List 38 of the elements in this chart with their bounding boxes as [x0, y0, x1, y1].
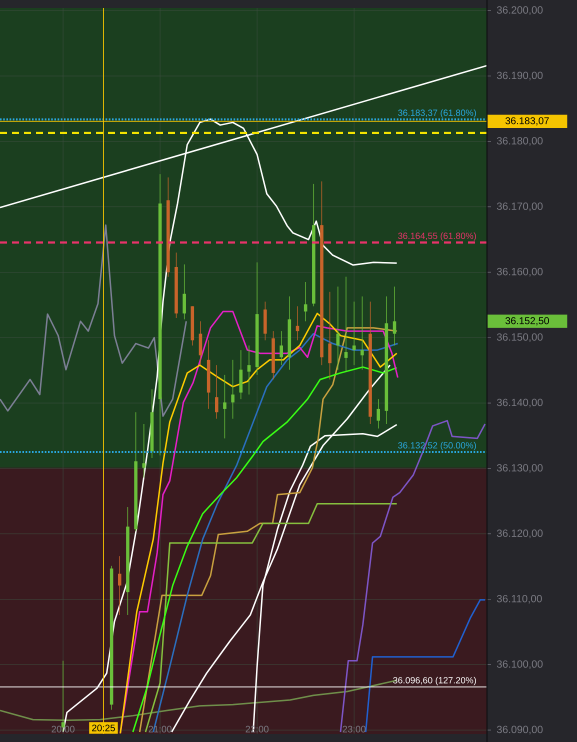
- candlestick: [215, 364, 218, 420]
- candlestick: [239, 350, 243, 400]
- y-tick-label: 36.090,00: [496, 726, 543, 734]
- text: 36.183,07: [505, 117, 549, 126]
- line-series: [364, 599, 486, 733]
- candlestick: [344, 276, 348, 372]
- y-tick-label: 36.120,00: [496, 530, 543, 538]
- x-tick-label: 23:00: [342, 726, 366, 732]
- candlestick: [360, 296, 364, 370]
- y-tick-label: 36.110,00: [496, 594, 542, 604]
- candlestick: [223, 374, 226, 439]
- text: 36.152,50: [505, 317, 549, 326]
- candlestick: [336, 286, 340, 370]
- y-tick-label: 36.150,00: [496, 333, 543, 342]
- y-tick-label: 36.180,00: [496, 137, 543, 146]
- candlestick: [118, 556, 122, 616]
- candlestick: [142, 424, 146, 478]
- y-tick-label: 36.130,00: [496, 464, 543, 473]
- ref-line-label: 36.164,55 (61.80%): [398, 232, 476, 241]
- line-series: [0, 224, 188, 417]
- candlestick: [280, 330, 283, 366]
- ref-line-label: 36.183,37 (61.80%): [398, 109, 476, 118]
- y-tick-label: 36.200,00: [496, 6, 543, 15]
- y-tick-label: 36.100,00: [496, 660, 543, 669]
- candlestick: [352, 301, 356, 366]
- y-tick-label: 36.190,00: [496, 72, 543, 80]
- line-series: [340, 420, 486, 733]
- y-tick-label: 36.160,00: [496, 268, 543, 277]
- candlestick: [328, 292, 332, 380]
- ref-line-label: 36.096,60 (127.20%): [393, 676, 476, 686]
- y-tick-label: 36.170,00: [496, 202, 543, 212]
- y-tick-label: 36.140,00: [496, 398, 543, 408]
- candlestick: [376, 398, 380, 429]
- ref-line-label: 20:25: [92, 724, 115, 732]
- candlestick: [247, 345, 251, 395]
- candlestick: [231, 360, 234, 420]
- candlestick: [182, 264, 186, 320]
- candlestick: [198, 320, 202, 366]
